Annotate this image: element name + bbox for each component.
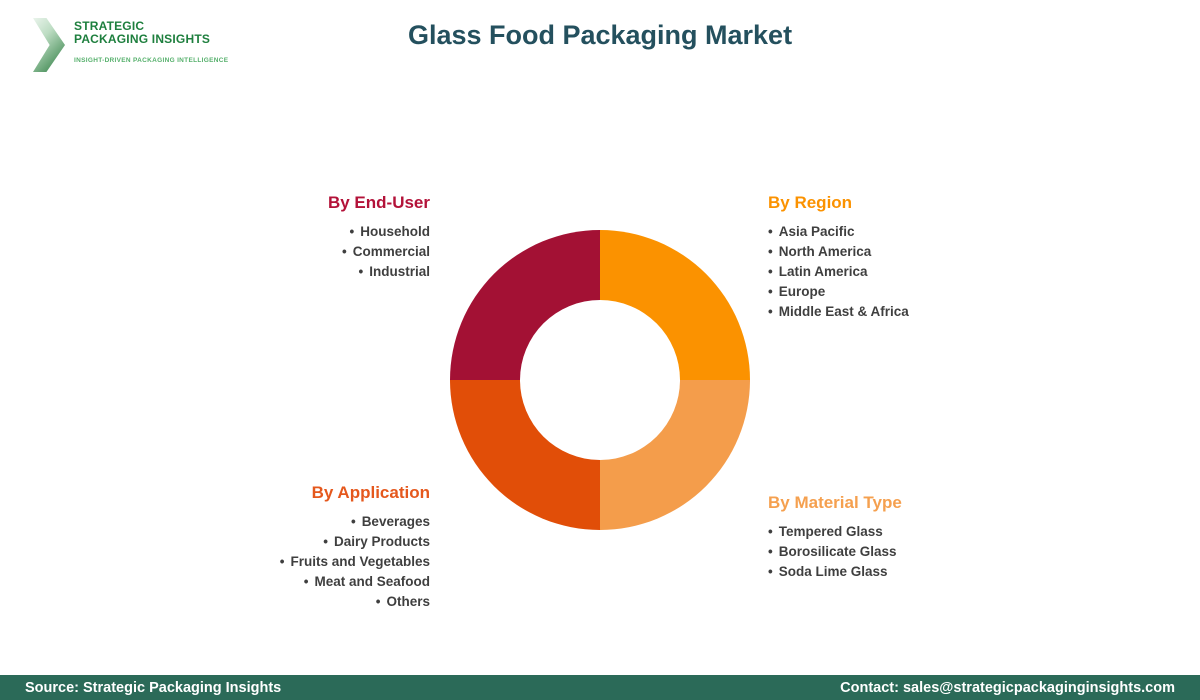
donut-chart-hole [520,300,680,460]
list-item: Household [130,222,430,242]
list-item: Commercial [130,242,430,262]
section-end-user-list: Household Commercial Industrial [130,222,430,282]
brand-tagline: INSIGHT-DRIVEN PACKAGING INTELLIGENCE [74,57,229,64]
list-item: Meat and Seafood [130,572,430,592]
footer-contact: Contact: sales@strategicpackaginginsight… [840,679,1175,696]
brand-logo: STRATEGIC PACKAGING INSIGHTS INSIGHT-DRI… [33,16,228,72]
section-material: By Material Type Tempered Glass Borosili… [768,493,1068,582]
list-item: Industrial [130,262,430,282]
brand-name-line1: STRATEGIC [74,19,145,33]
footer-source: Source: Strategic Packaging Insights [25,679,282,696]
list-item: Borosilicate Glass [768,542,1068,562]
list-item: Asia Pacific [768,222,1068,242]
list-item: Soda Lime Glass [768,562,1068,582]
list-item: Tempered Glass [768,522,1068,542]
section-material-list: Tempered Glass Borosilicate Glass Soda L… [768,522,1068,582]
footer-bar: Source: Strategic Packaging Insights Con… [0,675,1200,700]
section-end-user-heading: By End-User [327,193,430,212]
section-region-list: Asia Pacific North America Latin America… [768,222,1068,322]
section-end-user: By End-User Household Commercial Industr… [130,193,430,282]
list-item: Others [130,592,430,612]
brand-name-line2: PACKAGING INSIGHTS [74,32,211,46]
list-item: Beverages [130,512,430,532]
brand-logo-text: STRATEGIC PACKAGING INSIGHTS INSIGHT-DRI… [74,16,229,65]
section-application-heading: By Application [311,483,430,502]
section-region-heading: By Region [768,193,853,212]
list-item: Middle East & Africa [768,302,1068,322]
donut-chart [450,230,750,530]
list-item: North America [768,242,1068,262]
list-item: Fruits and Vegetables [130,552,430,572]
list-item: Dairy Products [130,532,430,552]
section-application: By Application Beverages Dairy Products … [130,483,430,612]
list-item: Latin America [768,262,1068,282]
page-title: Glass Food Packaging Market [407,20,793,50]
section-material-heading: By Material Type [768,493,902,512]
list-item: Europe [768,282,1068,302]
section-region: By Region Asia Pacific North America Lat… [768,193,1068,322]
section-application-list: Beverages Dairy Products Fruits and Vege… [130,512,430,612]
